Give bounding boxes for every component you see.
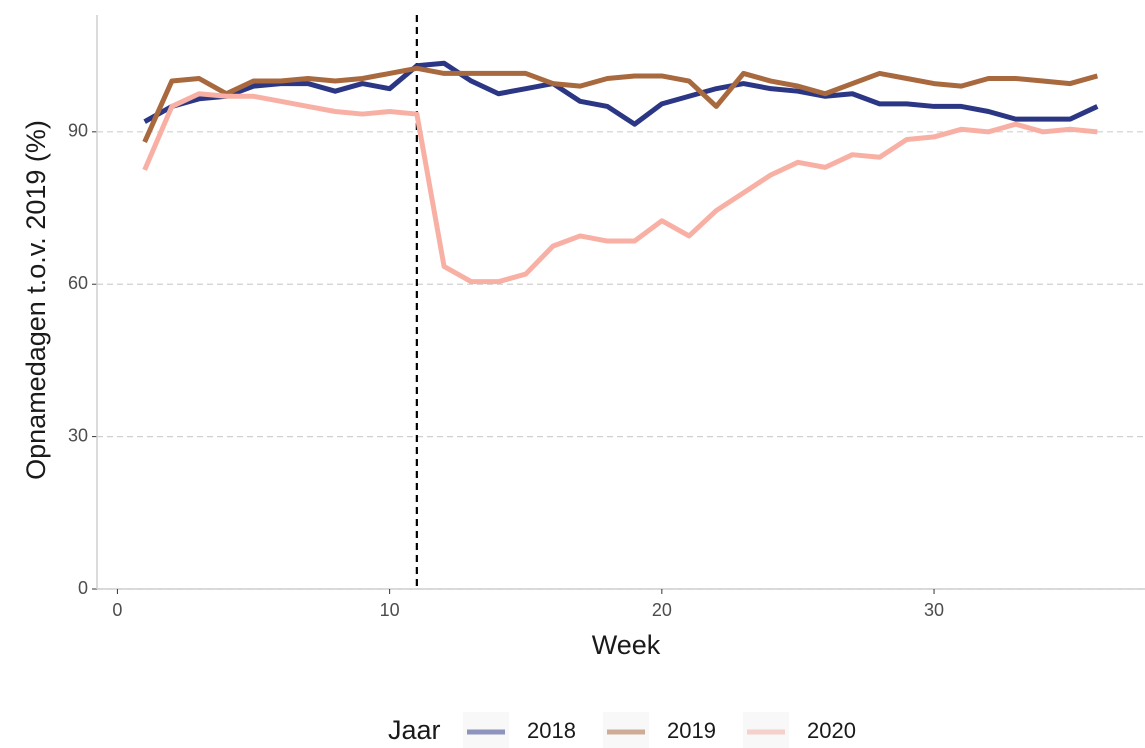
y-tick-label: 0 xyxy=(78,578,88,598)
legend-key-bg xyxy=(603,712,649,748)
legend-label: 2020 xyxy=(807,718,856,743)
y-tick-label: 60 xyxy=(68,273,88,293)
x-axis-title: Week xyxy=(592,630,661,660)
x-tick-label: 20 xyxy=(652,600,672,620)
x-tick-label: 10 xyxy=(380,600,400,620)
y-tick-label: 90 xyxy=(68,121,88,141)
line xyxy=(142,65,1099,144)
line xyxy=(142,91,1098,285)
legend-key-bg xyxy=(463,712,509,748)
legend-key-bg xyxy=(743,712,789,748)
x-tick-label: 30 xyxy=(924,600,944,620)
legend-title: Jaar xyxy=(388,715,441,745)
y-axis-title: Opnamedagen t.o.v. 2019 (%) xyxy=(21,120,51,480)
x-tick-label: 0 xyxy=(112,600,122,620)
legend-label: 2018 xyxy=(527,718,576,743)
y-tick-label: 30 xyxy=(68,425,88,445)
line xyxy=(143,60,1099,127)
legend-label: 2019 xyxy=(667,718,716,743)
